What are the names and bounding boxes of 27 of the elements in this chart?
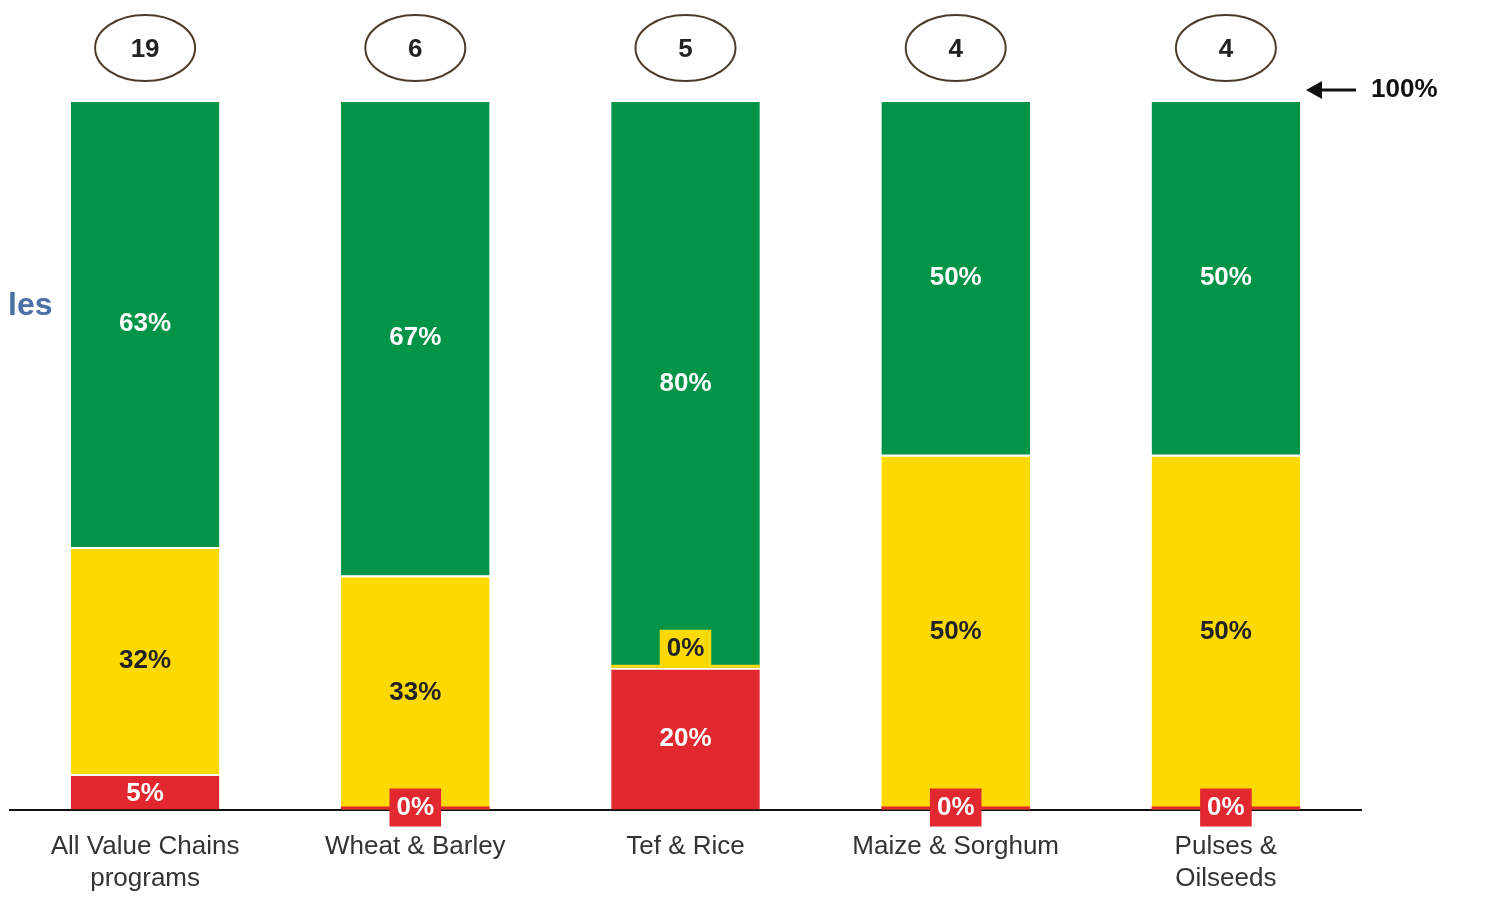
x-tick-label: Pulses & Oilseeds [1174, 830, 1278, 892]
data-label: 0% [396, 790, 435, 821]
annotation: les [8, 285, 53, 322]
text: 100% [1371, 73, 1438, 104]
data-label: 50% [929, 615, 982, 646]
data-label: 63% [119, 306, 172, 337]
text: 5 [678, 33, 693, 64]
text: 4 [948, 33, 964, 64]
data-label: 80% [659, 367, 712, 398]
data-label: 50% [929, 260, 982, 291]
data-label: 0% [666, 631, 705, 662]
data-label: 0% [936, 790, 975, 821]
data-label: 32% [119, 643, 172, 674]
text: 6 [408, 33, 423, 64]
x-tick-label: Wheat & Barley [324, 830, 506, 861]
data-label: 67% [389, 320, 442, 351]
data-label: 5% [126, 777, 164, 808]
x-tick-label: Maize & Sorghum [852, 830, 1060, 861]
data-label: 33% [389, 675, 442, 706]
x-tick-label: All Value Chains programs [50, 830, 240, 892]
text: 19 [130, 33, 160, 64]
data-label: 20% [659, 721, 712, 752]
data-label: 50% [1199, 615, 1252, 646]
x-tick-label: Tef & Rice [626, 830, 745, 861]
data-label: 50% [1199, 260, 1252, 291]
text: 4 [1218, 33, 1234, 64]
data-label: 0% [1207, 790, 1245, 821]
